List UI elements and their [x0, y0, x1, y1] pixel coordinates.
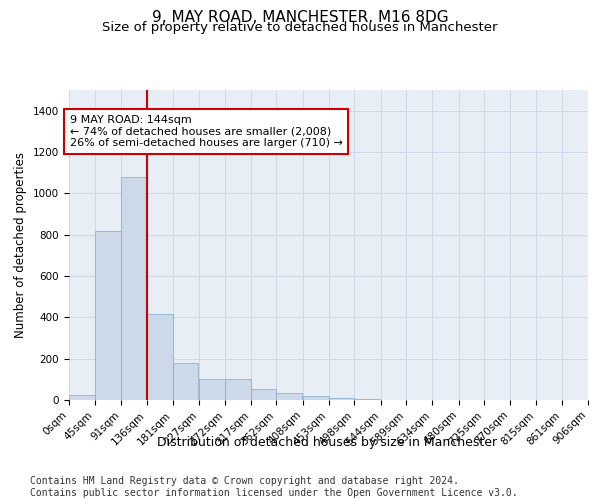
Bar	[354, 399, 380, 400]
Bar	[329, 398, 354, 400]
Bar	[303, 396, 329, 400]
Text: 9 MAY ROAD: 144sqm
← 74% of detached houses are smaller (2,008)
26% of semi-deta: 9 MAY ROAD: 144sqm ← 74% of detached hou…	[70, 115, 343, 148]
Bar	[251, 388, 277, 400]
Text: 9, MAY ROAD, MANCHESTER, M16 8DG: 9, MAY ROAD, MANCHESTER, M16 8DG	[152, 10, 448, 25]
Bar	[95, 230, 121, 400]
Bar	[199, 380, 225, 400]
Bar	[277, 393, 302, 400]
Bar	[121, 177, 147, 400]
Text: Contains HM Land Registry data © Crown copyright and database right 2024.
Contai: Contains HM Land Registry data © Crown c…	[30, 476, 518, 498]
Text: Size of property relative to detached houses in Manchester: Size of property relative to detached ho…	[102, 21, 498, 34]
Y-axis label: Number of detached properties: Number of detached properties	[14, 152, 28, 338]
Bar	[69, 395, 95, 400]
Bar	[173, 363, 199, 400]
Text: Distribution of detached houses by size in Manchester: Distribution of detached houses by size …	[157, 436, 497, 449]
Bar	[147, 314, 173, 400]
Bar	[225, 380, 251, 400]
